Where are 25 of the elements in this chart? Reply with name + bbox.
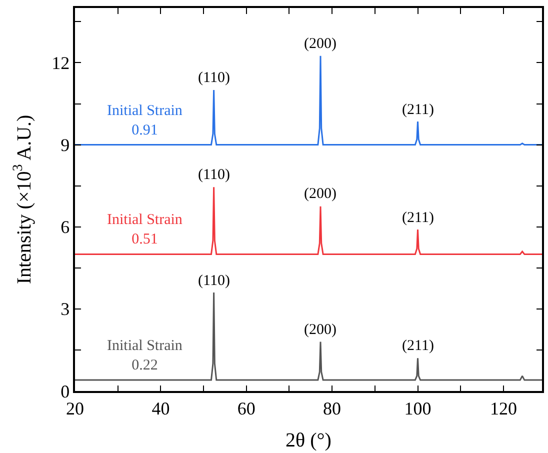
annotation: (211): [402, 210, 434, 226]
annotation: (200): [304, 36, 336, 52]
line-series: [75, 292, 542, 381]
series-label: Initial Strain 0.22: [107, 338, 183, 374]
x-tick-label: 60: [237, 398, 256, 418]
x-tick-label: 40: [152, 398, 170, 418]
annotation: (211): [402, 338, 434, 354]
y-tick-label: 9: [60, 135, 70, 156]
x-tick-label: 100: [404, 398, 432, 418]
annotation: (110): [198, 167, 230, 183]
line-series: [75, 55, 542, 146]
x-axis-title: 2θ (°): [286, 429, 332, 452]
annotation: (110): [198, 70, 230, 86]
annotation: (211): [402, 102, 434, 118]
annotation: (200): [304, 322, 336, 338]
annotation: (200): [304, 186, 336, 202]
series-label: Initial Strain 0.91: [107, 103, 183, 138]
annotation: (110): [198, 273, 230, 289]
x-tick-label: 120: [490, 398, 517, 418]
line-series: [75, 186, 542, 255]
x-tick-label: 80: [323, 398, 342, 418]
y-tick-label: 3: [60, 299, 70, 320]
y-tick-label: 6: [60, 217, 70, 238]
y-tick-label: 12: [52, 53, 70, 74]
series-label: Initial Strain 0.51: [107, 212, 183, 248]
